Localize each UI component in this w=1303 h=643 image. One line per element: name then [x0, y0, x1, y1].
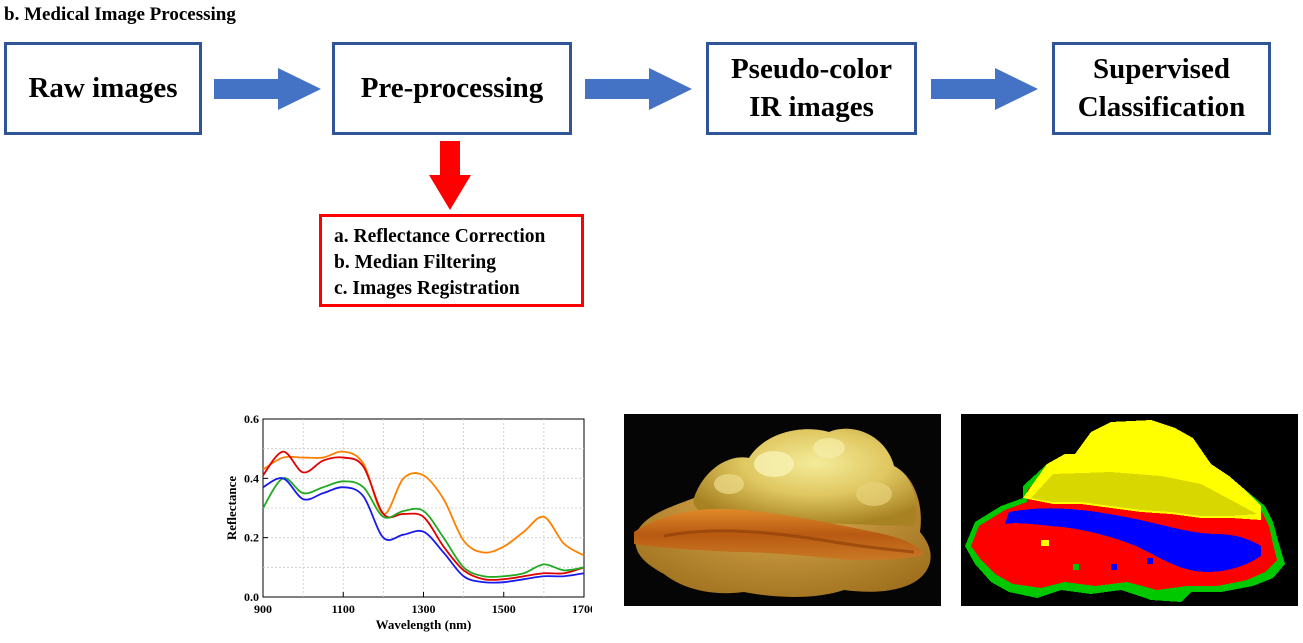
step-reflectance-correction: a. Reflectance Correction [334, 226, 546, 247]
series-line-1 [262, 450, 585, 557]
classification-map [961, 414, 1298, 606]
x-tick-label: 1300 [412, 602, 436, 616]
series-line-3 [262, 477, 585, 578]
y-axis-label: Reflectance [224, 476, 239, 540]
y-tick-label: 0.0 [244, 590, 259, 604]
y-tick-label: 0.2 [244, 531, 259, 545]
x-axis-label: Wavelength (nm) [376, 617, 472, 632]
stage-raw-images: Raw images [4, 42, 202, 135]
stage-label: Raw images [28, 71, 178, 104]
stage-supervised-classification: Supervised Classification [1052, 42, 1271, 135]
flow-arrow-1 [214, 68, 322, 110]
y-tick-label: 0.6 [244, 412, 259, 426]
step-median-filtering: b. Median Filtering [334, 252, 496, 273]
step-images-registration: c. Images Registration [334, 278, 520, 299]
down-arrow [429, 141, 471, 211]
x-tick-label: 900 [254, 602, 272, 616]
stage-pre-processing: Pre-processing [332, 42, 572, 135]
series-line-2 [262, 450, 585, 581]
series-line-4 [262, 477, 585, 584]
x-tick-label: 1500 [492, 602, 516, 616]
section-title: b. Medical Image Processing [4, 4, 236, 25]
stage-label: Pre-processing [360, 71, 544, 104]
flow-arrow-2 [585, 68, 693, 110]
stage-pseudo-color-ir-images: Pseudo-color IR images [706, 42, 917, 135]
y-tick-label: 0.4 [244, 471, 259, 485]
preprocessing-steps-box: a. Reflectance Correction b. Median Filt… [319, 214, 584, 307]
stage-label-line-2: Classification [1077, 90, 1246, 123]
tissue-photo [624, 414, 941, 606]
stage-label-line-2: IR images [749, 90, 874, 123]
stage-label-line-1: Supervised [1093, 53, 1230, 86]
x-tick-label: 1100 [332, 602, 355, 616]
stage-label-line-1: Pseudo-color [730, 53, 893, 86]
flow-arrow-3 [931, 68, 1039, 110]
